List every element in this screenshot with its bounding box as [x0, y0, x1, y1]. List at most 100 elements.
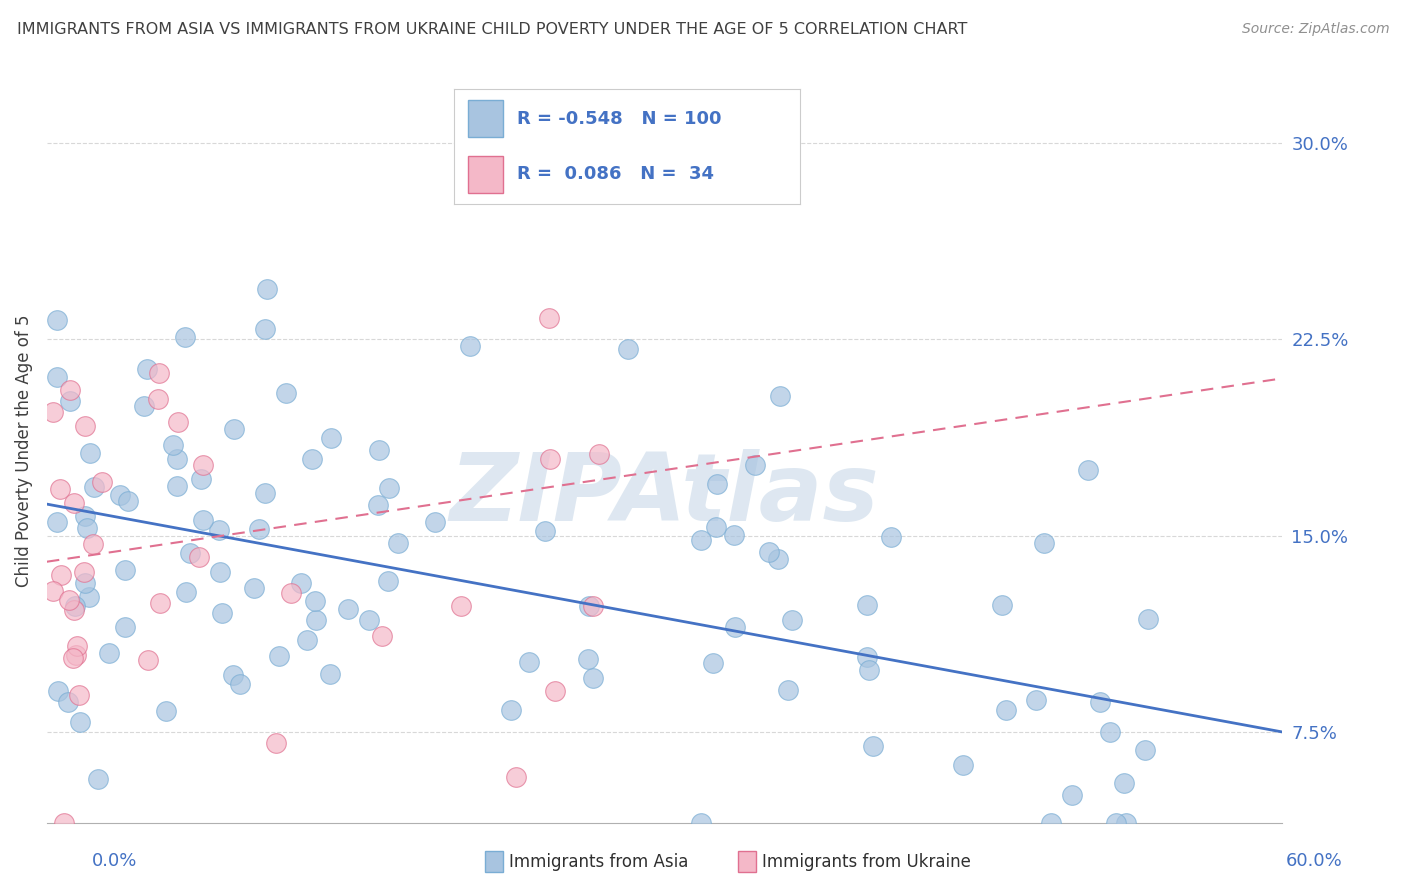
Point: [616, 342, 638, 356]
Point: [166, 452, 188, 467]
Point: [304, 594, 326, 608]
Point: [135, 361, 157, 376]
Point: [146, 392, 169, 407]
Point: [167, 415, 190, 429]
Point: [73, 565, 96, 579]
Point: [179, 546, 201, 560]
Point: [499, 703, 522, 717]
Point: [1090, 695, 1112, 709]
Point: [744, 458, 766, 472]
Point: [46, 370, 69, 384]
Point: [724, 620, 747, 634]
Point: [79, 446, 101, 460]
Point: [75, 508, 97, 523]
Point: [69, 715, 91, 730]
Point: [52, 816, 75, 830]
Point: [1025, 692, 1047, 706]
Point: [114, 620, 136, 634]
Point: [211, 607, 233, 621]
Point: [149, 596, 172, 610]
Point: [49, 482, 72, 496]
Point: [208, 523, 231, 537]
Point: [191, 513, 214, 527]
Point: [856, 598, 879, 612]
Point: [136, 653, 159, 667]
Point: [858, 663, 880, 677]
Point: [582, 671, 605, 685]
Point: [588, 447, 610, 461]
Point: [367, 442, 389, 457]
Point: [187, 550, 209, 565]
Point: [67, 688, 90, 702]
Point: [247, 522, 270, 536]
Point: [162, 438, 184, 452]
Point: [862, 739, 884, 753]
Point: [780, 613, 803, 627]
Point: [166, 479, 188, 493]
Point: [690, 816, 713, 830]
Point: [254, 322, 277, 336]
Point: [295, 633, 318, 648]
Y-axis label: Child Poverty Under the Age of 5: Child Poverty Under the Age of 5: [15, 314, 32, 587]
Point: [378, 482, 401, 496]
Point: [148, 367, 170, 381]
Point: [1039, 816, 1062, 830]
Point: [87, 772, 110, 786]
Point: [337, 602, 360, 616]
Point: [56, 695, 79, 709]
Text: 60.0%: 60.0%: [1286, 852, 1343, 870]
Point: [77, 591, 100, 605]
Point: [229, 677, 252, 691]
Point: [704, 520, 727, 534]
Point: [578, 599, 600, 613]
Point: [290, 576, 312, 591]
Point: [66, 639, 89, 653]
Point: [82, 537, 104, 551]
Point: [301, 452, 323, 467]
Point: [319, 666, 342, 681]
Point: [995, 703, 1018, 717]
Point: [276, 385, 298, 400]
Point: [1136, 612, 1159, 626]
Point: [63, 599, 86, 614]
Point: [537, 310, 560, 325]
Point: [371, 629, 394, 643]
Point: [134, 399, 156, 413]
Point: [59, 383, 82, 397]
Point: [387, 536, 409, 550]
Point: [46, 684, 69, 698]
Text: Source: ZipAtlas.com: Source: ZipAtlas.com: [1241, 22, 1389, 37]
Point: [49, 568, 72, 582]
Point: [377, 574, 399, 588]
Point: [321, 430, 343, 444]
Point: [1098, 725, 1121, 739]
Point: [458, 339, 481, 353]
Point: [1033, 536, 1056, 550]
Point: [62, 495, 84, 509]
Point: [778, 682, 800, 697]
Point: [97, 646, 120, 660]
Text: IMMIGRANTS FROM ASIA VS IMMIGRANTS FROM UKRAINE CHILD POVERTY UNDER THE AGE OF 5: IMMIGRANTS FROM ASIA VS IMMIGRANTS FROM …: [17, 22, 967, 37]
Point: [256, 282, 278, 296]
Point: [42, 405, 65, 419]
Point: [73, 575, 96, 590]
Point: [114, 563, 136, 577]
Point: [581, 599, 603, 613]
Point: [76, 521, 98, 535]
Text: 0.0%: 0.0%: [91, 852, 136, 870]
Point: [58, 592, 80, 607]
Point: [62, 650, 84, 665]
Point: [222, 422, 245, 436]
Point: [305, 613, 328, 627]
Point: [1077, 463, 1099, 477]
Point: [991, 599, 1014, 613]
Point: [702, 656, 724, 670]
Point: [769, 388, 792, 402]
Point: [576, 652, 599, 666]
Point: [1133, 743, 1156, 757]
Point: [269, 649, 291, 664]
Point: [65, 648, 87, 662]
Point: [59, 393, 82, 408]
Point: [108, 488, 131, 502]
Point: [538, 452, 561, 467]
